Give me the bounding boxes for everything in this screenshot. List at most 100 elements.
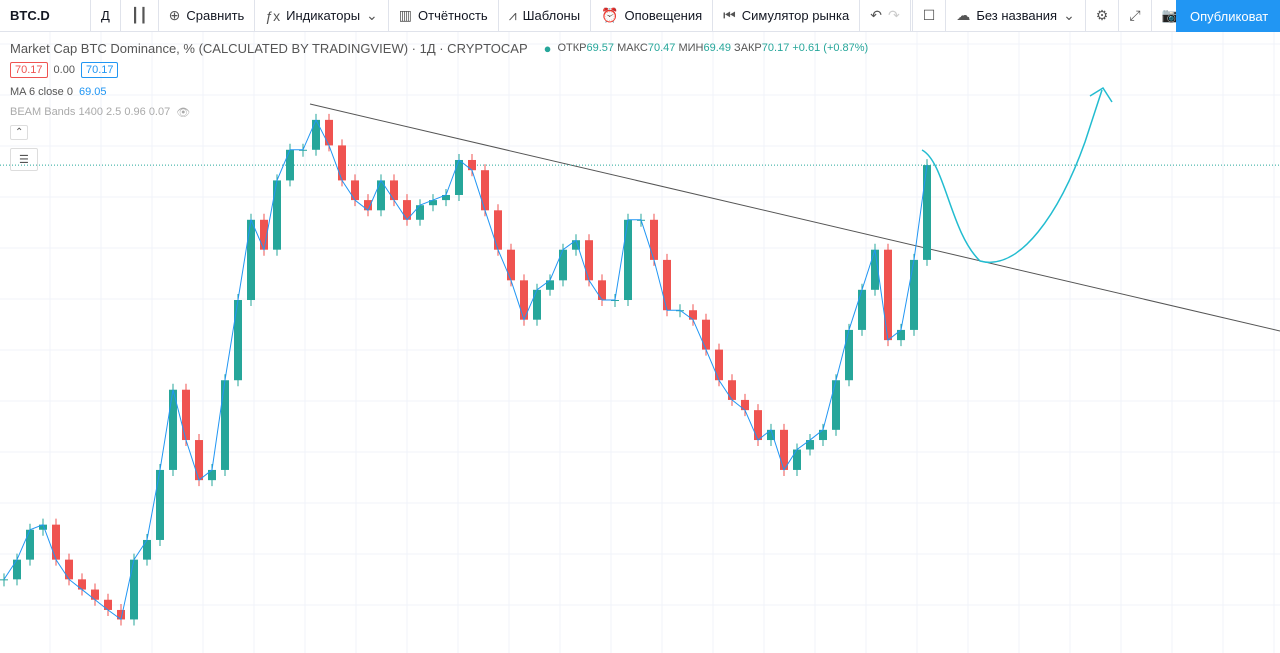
candle xyxy=(416,205,424,220)
ma-label: MA 6 close 0 xyxy=(10,86,73,98)
candle xyxy=(832,380,840,430)
close-value: 70.17 xyxy=(761,42,790,54)
candle xyxy=(182,389,190,441)
candle xyxy=(169,389,177,470)
beam-label: BEAM Bands 1400 2.5 0.96 0.07 xyxy=(10,106,171,118)
candle xyxy=(845,329,853,381)
candle xyxy=(351,180,359,201)
collapse-button[interactable]: ⌃ xyxy=(10,124,29,140)
candle xyxy=(156,469,164,540)
alerts-button[interactable]: ⏰ Оповещения xyxy=(591,0,714,32)
candle xyxy=(39,524,47,530)
candle xyxy=(273,180,281,250)
drawn-arrow xyxy=(921,89,1103,264)
candle xyxy=(598,280,606,301)
candle xyxy=(702,319,710,350)
replay-label: Симулятор рынка xyxy=(741,8,850,23)
candle xyxy=(871,249,879,290)
open-label: ОТКР xyxy=(557,42,587,54)
candle xyxy=(494,210,502,250)
candle xyxy=(403,200,411,220)
candle xyxy=(624,219,632,301)
candle xyxy=(793,449,801,470)
replay-button[interactable]: ⏮ Симулятор рынка xyxy=(713,0,861,32)
interval-button[interactable]: Д xyxy=(91,0,121,32)
ma-value: 69.05 xyxy=(78,86,107,98)
undo-redo[interactable]: ↶ ↷ xyxy=(860,0,911,32)
candle xyxy=(143,539,151,560)
candle xyxy=(858,289,866,330)
candle xyxy=(0,579,8,581)
drawings-menu[interactable]: ☰ xyxy=(10,147,38,171)
candle xyxy=(312,119,320,150)
templates-button[interactable]: ⩘ Шаблоны xyxy=(499,0,592,32)
candle xyxy=(286,149,294,181)
candle xyxy=(572,240,580,250)
candle xyxy=(26,529,34,560)
candle xyxy=(91,589,99,600)
layout-label: Без названия xyxy=(976,8,1058,23)
drawn-arrow-head xyxy=(1089,86,1113,103)
symbol-search[interactable]: BTC.D xyxy=(0,0,91,32)
chart-type-button[interactable]: ┃┃ xyxy=(121,0,159,32)
publish-button[interactable]: Опубликоват xyxy=(1176,0,1280,32)
candle xyxy=(455,159,463,195)
candle xyxy=(520,280,528,320)
low-label: МИН xyxy=(678,42,704,54)
legend-title-row: Market Cap BTC Dominance, % (CALCULATED … xyxy=(10,40,869,56)
candle xyxy=(663,259,671,311)
candle xyxy=(260,219,268,250)
candle xyxy=(130,559,138,620)
candle xyxy=(338,145,346,181)
indicators-label: Индикаторы xyxy=(286,8,361,23)
low-value: 69.49 xyxy=(703,42,731,54)
high-label: МАКС xyxy=(617,42,648,54)
candle xyxy=(780,429,788,470)
trend-line xyxy=(309,103,1280,332)
fullscreen-toggle[interactable]: ☐ xyxy=(911,0,947,32)
candle xyxy=(767,429,775,441)
candle xyxy=(650,219,658,260)
indicators-button[interactable]: ƒx Индикаторы ⌄ xyxy=(255,0,389,32)
candle xyxy=(819,429,827,441)
candle xyxy=(221,380,229,470)
candle xyxy=(377,180,385,211)
candle xyxy=(923,165,931,260)
candle xyxy=(741,399,749,411)
candle xyxy=(559,249,567,281)
symbol-title: Market Cap BTC Dominance, % (CALCULATED … xyxy=(10,40,528,56)
candle xyxy=(884,249,892,341)
change: +0.61 xyxy=(792,42,821,54)
price-box: 70.17 xyxy=(10,62,48,78)
financials-button[interactable]: ▥ Отчётность xyxy=(389,0,499,32)
candle xyxy=(429,200,437,206)
candle xyxy=(806,440,814,450)
candle xyxy=(910,259,918,330)
candle xyxy=(468,159,476,171)
candle xyxy=(195,440,203,481)
close-line xyxy=(3,118,928,621)
candle xyxy=(52,524,60,560)
compare-button[interactable]: ⊕ Сравнить xyxy=(159,0,256,32)
candle xyxy=(728,380,736,400)
candle xyxy=(104,599,112,610)
candle xyxy=(247,219,255,301)
candle xyxy=(117,609,125,620)
candle xyxy=(533,289,541,320)
candle xyxy=(390,180,398,201)
layout-button[interactable]: ☁ Без названия ⌄ xyxy=(946,0,1086,32)
candle xyxy=(13,559,21,580)
candle xyxy=(325,119,333,146)
open-value: 69.57 xyxy=(586,42,615,54)
alerts-label: Оповещения xyxy=(624,8,703,23)
toolbar: BTC.D Д ┃┃ ⊕ Сравнить ƒx Индикаторы ⌄ ▥ Отчё… xyxy=(0,0,1280,32)
settings-button[interactable]: ⚙ xyxy=(1086,0,1120,32)
spread-box: 0.00 xyxy=(53,64,75,76)
expand-button[interactable]: ⤢ xyxy=(1119,0,1152,32)
candle xyxy=(442,194,450,201)
candle xyxy=(78,579,86,590)
candle xyxy=(234,300,242,381)
templates-label: Шаблоны xyxy=(522,8,581,23)
candle xyxy=(481,170,489,211)
